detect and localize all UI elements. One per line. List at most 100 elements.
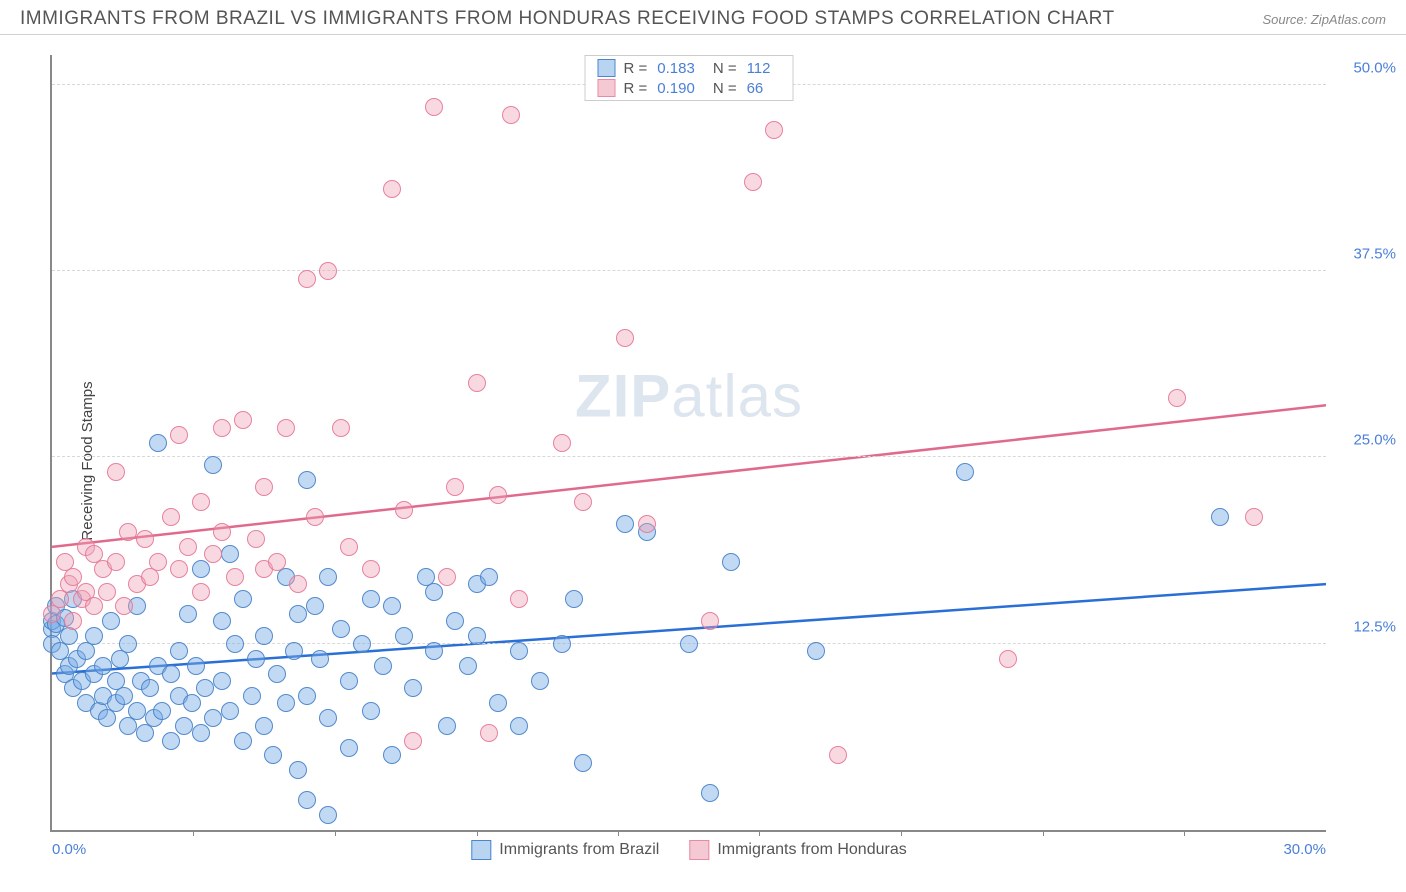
data-point <box>170 560 188 578</box>
data-point <box>196 679 214 697</box>
y-tick-label: 37.5% <box>1336 246 1396 263</box>
data-point <box>574 493 592 511</box>
data-point <box>213 419 231 437</box>
watermark: ZIPatlas <box>575 362 803 431</box>
y-tick-label: 12.5% <box>1336 618 1396 635</box>
trend-lines <box>52 55 1326 830</box>
data-point <box>64 568 82 586</box>
data-point <box>268 665 286 683</box>
data-point <box>149 434 167 452</box>
data-point <box>553 635 571 653</box>
data-point <box>489 694 507 712</box>
gridline <box>52 456 1326 457</box>
data-point <box>510 642 528 660</box>
legend-swatch <box>471 840 491 860</box>
data-point <box>438 568 456 586</box>
series-legend: Immigrants from BrazilImmigrants from Ho… <box>471 840 906 860</box>
x-tick-mark <box>618 830 619 836</box>
data-point <box>383 180 401 198</box>
data-point <box>298 687 316 705</box>
data-point <box>149 553 167 571</box>
data-point <box>170 426 188 444</box>
data-point <box>306 508 324 526</box>
data-point <box>319 709 337 727</box>
data-point <box>115 597 133 615</box>
data-point <box>255 627 273 645</box>
x-tick-mark <box>1184 830 1185 836</box>
data-point <box>306 597 324 615</box>
data-point <box>383 597 401 615</box>
x-tick-mark <box>759 830 760 836</box>
data-point <box>446 478 464 496</box>
data-point <box>234 590 252 608</box>
data-point <box>383 746 401 764</box>
data-point <box>192 583 210 601</box>
data-point <box>204 545 222 563</box>
x-tick-label: 0.0% <box>52 841 86 858</box>
data-point <box>64 612 82 630</box>
data-point <box>616 515 634 533</box>
data-point <box>311 650 329 668</box>
data-point <box>221 702 239 720</box>
data-point <box>255 717 273 735</box>
data-point <box>404 732 422 750</box>
source-prefix: Source: <box>1262 12 1310 27</box>
data-point <box>153 702 171 720</box>
data-point <box>319 568 337 586</box>
data-point <box>468 374 486 392</box>
data-point <box>289 575 307 593</box>
data-point <box>489 486 507 504</box>
data-point <box>1245 508 1263 526</box>
data-point <box>115 687 133 705</box>
data-point <box>459 657 477 675</box>
data-point <box>638 515 656 533</box>
data-point <box>765 121 783 139</box>
x-tick-mark <box>477 830 478 836</box>
data-point <box>179 538 197 556</box>
correlation-legend: R =0.183N =112R =0.190N =66 <box>585 55 794 101</box>
data-point <box>510 717 528 735</box>
data-point <box>119 523 137 541</box>
data-point <box>468 627 486 645</box>
data-point <box>226 635 244 653</box>
data-point <box>395 501 413 519</box>
data-point <box>162 732 180 750</box>
data-point <box>264 746 282 764</box>
data-point <box>362 590 380 608</box>
n-label: N = <box>713 60 737 77</box>
data-point <box>340 672 358 690</box>
data-point <box>289 605 307 623</box>
data-point <box>247 530 265 548</box>
legend-swatch <box>598 59 616 77</box>
data-point <box>213 612 231 630</box>
data-point <box>502 106 520 124</box>
data-point <box>332 419 350 437</box>
data-point <box>446 612 464 630</box>
data-point <box>136 530 154 548</box>
r-label: R = <box>624 60 648 77</box>
data-point <box>956 463 974 481</box>
data-point <box>531 672 549 690</box>
data-point <box>85 597 103 615</box>
data-point <box>119 635 137 653</box>
data-point <box>175 717 193 735</box>
data-point <box>277 419 295 437</box>
r-label: R = <box>624 80 648 97</box>
watermark-bold: ZIP <box>575 363 671 430</box>
data-point <box>404 679 422 697</box>
data-point <box>829 746 847 764</box>
data-point <box>107 463 125 481</box>
data-point <box>553 434 571 452</box>
data-point <box>362 702 380 720</box>
data-point <box>243 687 261 705</box>
data-point <box>204 709 222 727</box>
legend-swatch <box>598 79 616 97</box>
plot-area: R =0.183N =112R =0.190N =66 ZIPatlas Imm… <box>50 55 1326 832</box>
data-point <box>107 553 125 571</box>
data-point <box>94 657 112 675</box>
data-point <box>247 650 265 668</box>
data-point <box>234 411 252 429</box>
data-point <box>807 642 825 660</box>
data-point <box>98 583 116 601</box>
data-point <box>425 583 443 601</box>
